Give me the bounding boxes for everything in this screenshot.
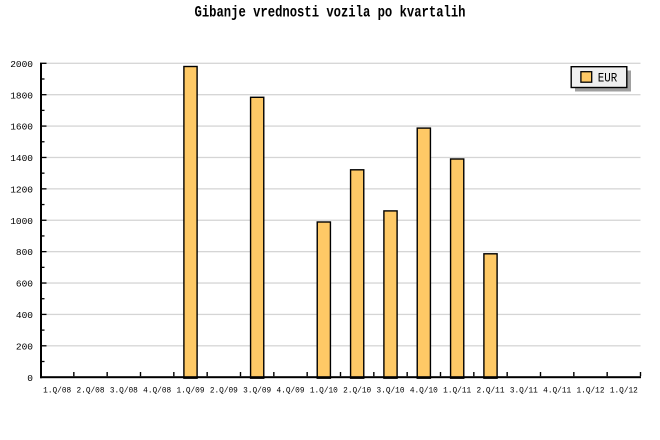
svg-text:3.Q/11: 3.Q/11 <box>510 385 538 395</box>
svg-text:2.Q/10: 2.Q/10 <box>343 385 371 395</box>
svg-text:2.Q/09: 2.Q/09 <box>210 385 238 395</box>
svg-text:4.Q/08: 4.Q/08 <box>143 385 171 395</box>
svg-text:1200: 1200 <box>10 184 33 195</box>
svg-text:3.Q/09: 3.Q/09 <box>243 385 271 395</box>
svg-text:600: 600 <box>16 279 33 290</box>
svg-text:200: 200 <box>16 341 33 352</box>
svg-text:3.Q/10: 3.Q/10 <box>377 385 405 395</box>
svg-text:1.Q/12: 1.Q/12 <box>577 385 605 395</box>
svg-text:Gibanje vrednosti vozila po kv: Gibanje vrednosti vozila po kvartalih <box>195 4 466 22</box>
svg-text:1000: 1000 <box>10 216 33 227</box>
svg-text:400: 400 <box>16 310 33 321</box>
svg-text:4.Q/11: 4.Q/11 <box>543 385 571 395</box>
svg-text:1.Q/11: 1.Q/11 <box>443 385 471 395</box>
svg-text:1.Q/10: 1.Q/10 <box>310 385 338 395</box>
svg-text:4.Q/10: 4.Q/10 <box>410 385 438 395</box>
svg-text:1800: 1800 <box>10 90 33 101</box>
svg-text:2.Q/11: 2.Q/11 <box>477 385 505 395</box>
svg-text:3.Q/08: 3.Q/08 <box>110 385 138 395</box>
svg-text:1.Q/09: 1.Q/09 <box>177 385 205 395</box>
svg-text:1400: 1400 <box>10 153 33 164</box>
svg-text:2.Q/08: 2.Q/08 <box>77 385 105 395</box>
svg-text:1.Q/08: 1.Q/08 <box>43 385 71 395</box>
svg-text:2000: 2000 <box>10 59 33 70</box>
svg-text:1.Q/12: 1.Q/12 <box>610 385 638 395</box>
svg-text:EUR: EUR <box>598 71 618 86</box>
svg-text:800: 800 <box>16 247 33 258</box>
svg-text:1600: 1600 <box>10 122 33 133</box>
svg-text:4.Q/09: 4.Q/09 <box>277 385 305 395</box>
svg-text:0: 0 <box>27 373 33 384</box>
